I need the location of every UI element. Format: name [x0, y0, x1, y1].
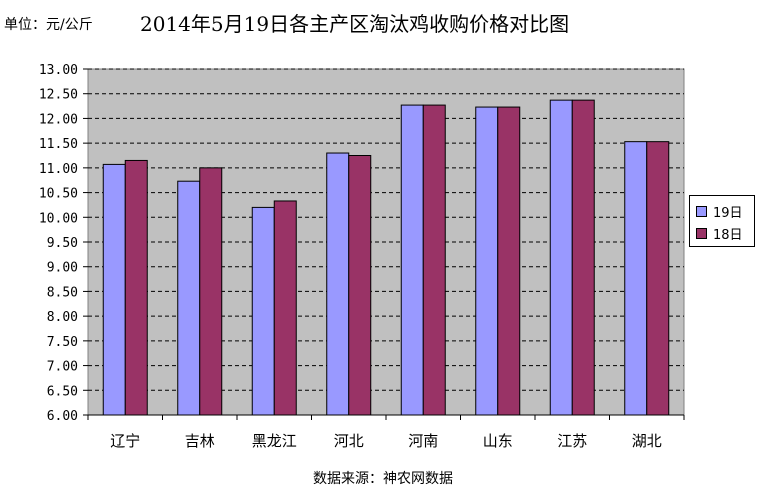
x-tick-label: 吉林: [185, 432, 215, 450]
x-tick-label: 江苏: [557, 432, 587, 450]
legend-label-18: 18日: [713, 227, 743, 243]
y-axis-ticks: 6.00 6.50 7.00 7.50 8.00 8.50 9.00 9.50 10.00 10.…: [39, 63, 88, 424]
y-tick-label: 6.50: [47, 384, 78, 399]
y-tick-label: 6.00: [47, 409, 78, 424]
x-tick-label: 河北: [334, 432, 364, 450]
y-tick-label: 7.50: [47, 335, 78, 350]
y-tick-label: 9.00: [47, 261, 78, 276]
x-tick-label: 辽宁: [110, 432, 140, 450]
y-tick-label: 10.00: [39, 211, 78, 226]
y-tick-label: 8.50: [47, 285, 78, 300]
unit-label: 单位：元/公斤: [4, 17, 93, 33]
bar-19: [177, 180, 201, 416]
y-tick-label: 11.00: [39, 162, 78, 177]
chart-title: 2014年5月19日各主产区淘汰鸡收购价格对比图: [140, 12, 570, 36]
legend-item-18: 18日: [696, 224, 743, 243]
x-tick-label: 山东: [483, 432, 513, 450]
y-tick-label: 13.00: [39, 63, 78, 78]
x-tick-label: 河南: [408, 432, 438, 450]
bar-18: [348, 155, 372, 416]
bar-18: [199, 167, 223, 416]
bar-18: [646, 141, 670, 416]
source-note: 数据来源：神农网数据: [313, 471, 453, 487]
x-tick-label: 黑龙江: [252, 432, 297, 450]
bar-18: [422, 104, 446, 416]
legend-item-19: 19日: [696, 202, 743, 221]
bars: [102, 99, 670, 416]
bar-19: [400, 104, 424, 416]
y-tick-label: 11.50: [39, 137, 78, 152]
y-tick-label: 10.50: [39, 187, 78, 202]
legend-swatch-19: [696, 205, 707, 217]
legend: 19日 18日: [689, 195, 755, 247]
y-tick-label: 7.00: [47, 360, 78, 375]
bar-19: [102, 163, 126, 416]
bar-18: [497, 106, 521, 416]
x-axis-ticks: 辽宁 吉林 黑龙江 河北 河南 山东 江苏 湖北: [87, 415, 685, 450]
bar-18: [273, 200, 297, 416]
legend-swatch-18: [696, 227, 707, 239]
bar-18: [124, 159, 148, 416]
bar-19: [624, 141, 648, 416]
bar-18: [571, 99, 595, 416]
bar-19: [475, 106, 499, 416]
bar-19: [251, 206, 275, 416]
y-tick-label: 12.50: [39, 88, 78, 103]
x-tick-label: 湖北: [632, 432, 662, 450]
y-tick-label: 12.00: [39, 112, 78, 127]
y-tick-label: 9.50: [47, 236, 78, 251]
bar-19: [549, 99, 573, 416]
bar-19: [326, 152, 350, 416]
legend-label-19: 19日: [713, 205, 743, 221]
y-tick-label: 8.00: [47, 310, 78, 325]
